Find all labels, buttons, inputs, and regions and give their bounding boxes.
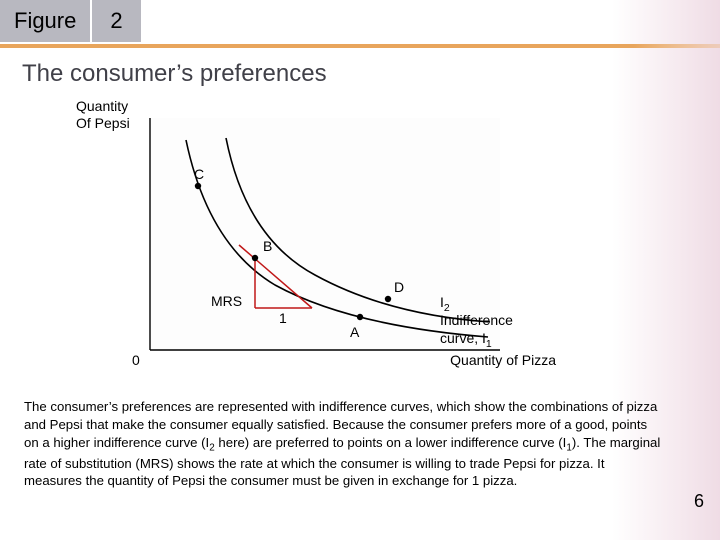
label-one: 1 [279,310,287,326]
indifference-chart: QuantityOf Pepsi 0 Quantity of Pizza C B… [90,110,520,370]
label-c: C [194,166,204,182]
origin-label: 0 [132,352,140,368]
i1-line1: Indifference [440,312,513,328]
label-a: A [350,324,359,340]
i1-sub: 1 [486,337,492,349]
caption: The consumer’s preferences are represent… [24,398,664,490]
point-d [385,296,391,302]
y-axis-label-text: QuantityOf Pepsi [76,98,130,131]
label-i1: Indifference curve, I1 [440,312,513,350]
label-d: D [394,279,404,295]
label-b: B [263,238,272,254]
point-b [252,255,258,261]
page-number: 6 [694,491,704,512]
y-axis-label: QuantityOf Pepsi [76,98,130,132]
slide-title: The consumer’s preferences [0,48,720,88]
i1-line2: curve, I [440,330,486,346]
point-c [195,183,201,189]
x-axis-label: Quantity of Pizza [450,352,556,368]
figure-label: Figure [0,0,92,42]
point-a [357,314,363,320]
figure-number: 2 [92,0,140,42]
figure-header: Figure 2 [0,0,720,42]
label-mrs: MRS [211,293,242,309]
